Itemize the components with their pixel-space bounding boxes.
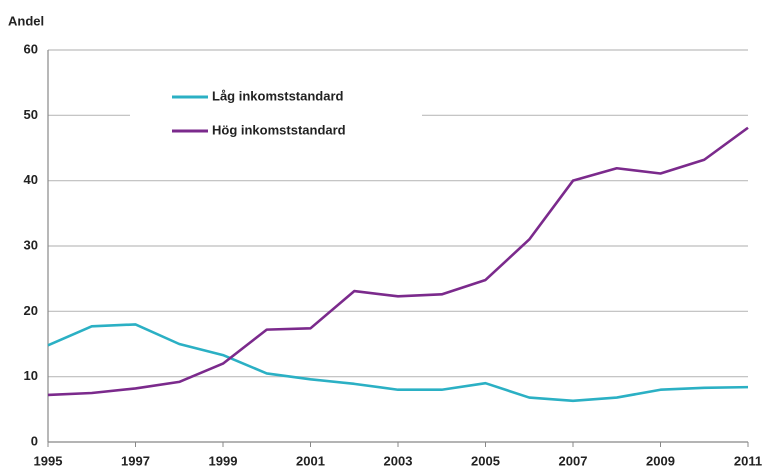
y-tick-label: 60 bbox=[24, 41, 38, 56]
series-line bbox=[47, 126, 749, 397]
x-tick-label: 2003 bbox=[384, 453, 413, 468]
y-tick-label: 20 bbox=[24, 303, 38, 318]
y-axis-label: Andel bbox=[8, 13, 44, 28]
y-tick-label: 40 bbox=[24, 172, 38, 187]
y-tick-label: 0 bbox=[31, 433, 38, 448]
y-tick-label: 30 bbox=[24, 237, 38, 252]
legend-label: Låg inkomststandard bbox=[212, 88, 344, 103]
x-tick-label: 2011 bbox=[734, 453, 762, 468]
legend-box bbox=[130, 78, 422, 150]
x-tick-label: 1999 bbox=[209, 453, 238, 468]
x-tick-label: 2001 bbox=[296, 453, 325, 468]
legend-label: Hög inkomststandard bbox=[212, 122, 346, 137]
y-tick-label: 10 bbox=[24, 368, 38, 383]
x-tick-label: 1997 bbox=[121, 453, 150, 468]
x-tick-label: 1995 bbox=[34, 453, 63, 468]
y-tick-label: 50 bbox=[24, 107, 38, 122]
x-tick-label: 2007 bbox=[559, 453, 588, 468]
x-tick-label: 2005 bbox=[471, 453, 500, 468]
x-tick-label: 2009 bbox=[646, 453, 675, 468]
series-line bbox=[47, 323, 749, 403]
